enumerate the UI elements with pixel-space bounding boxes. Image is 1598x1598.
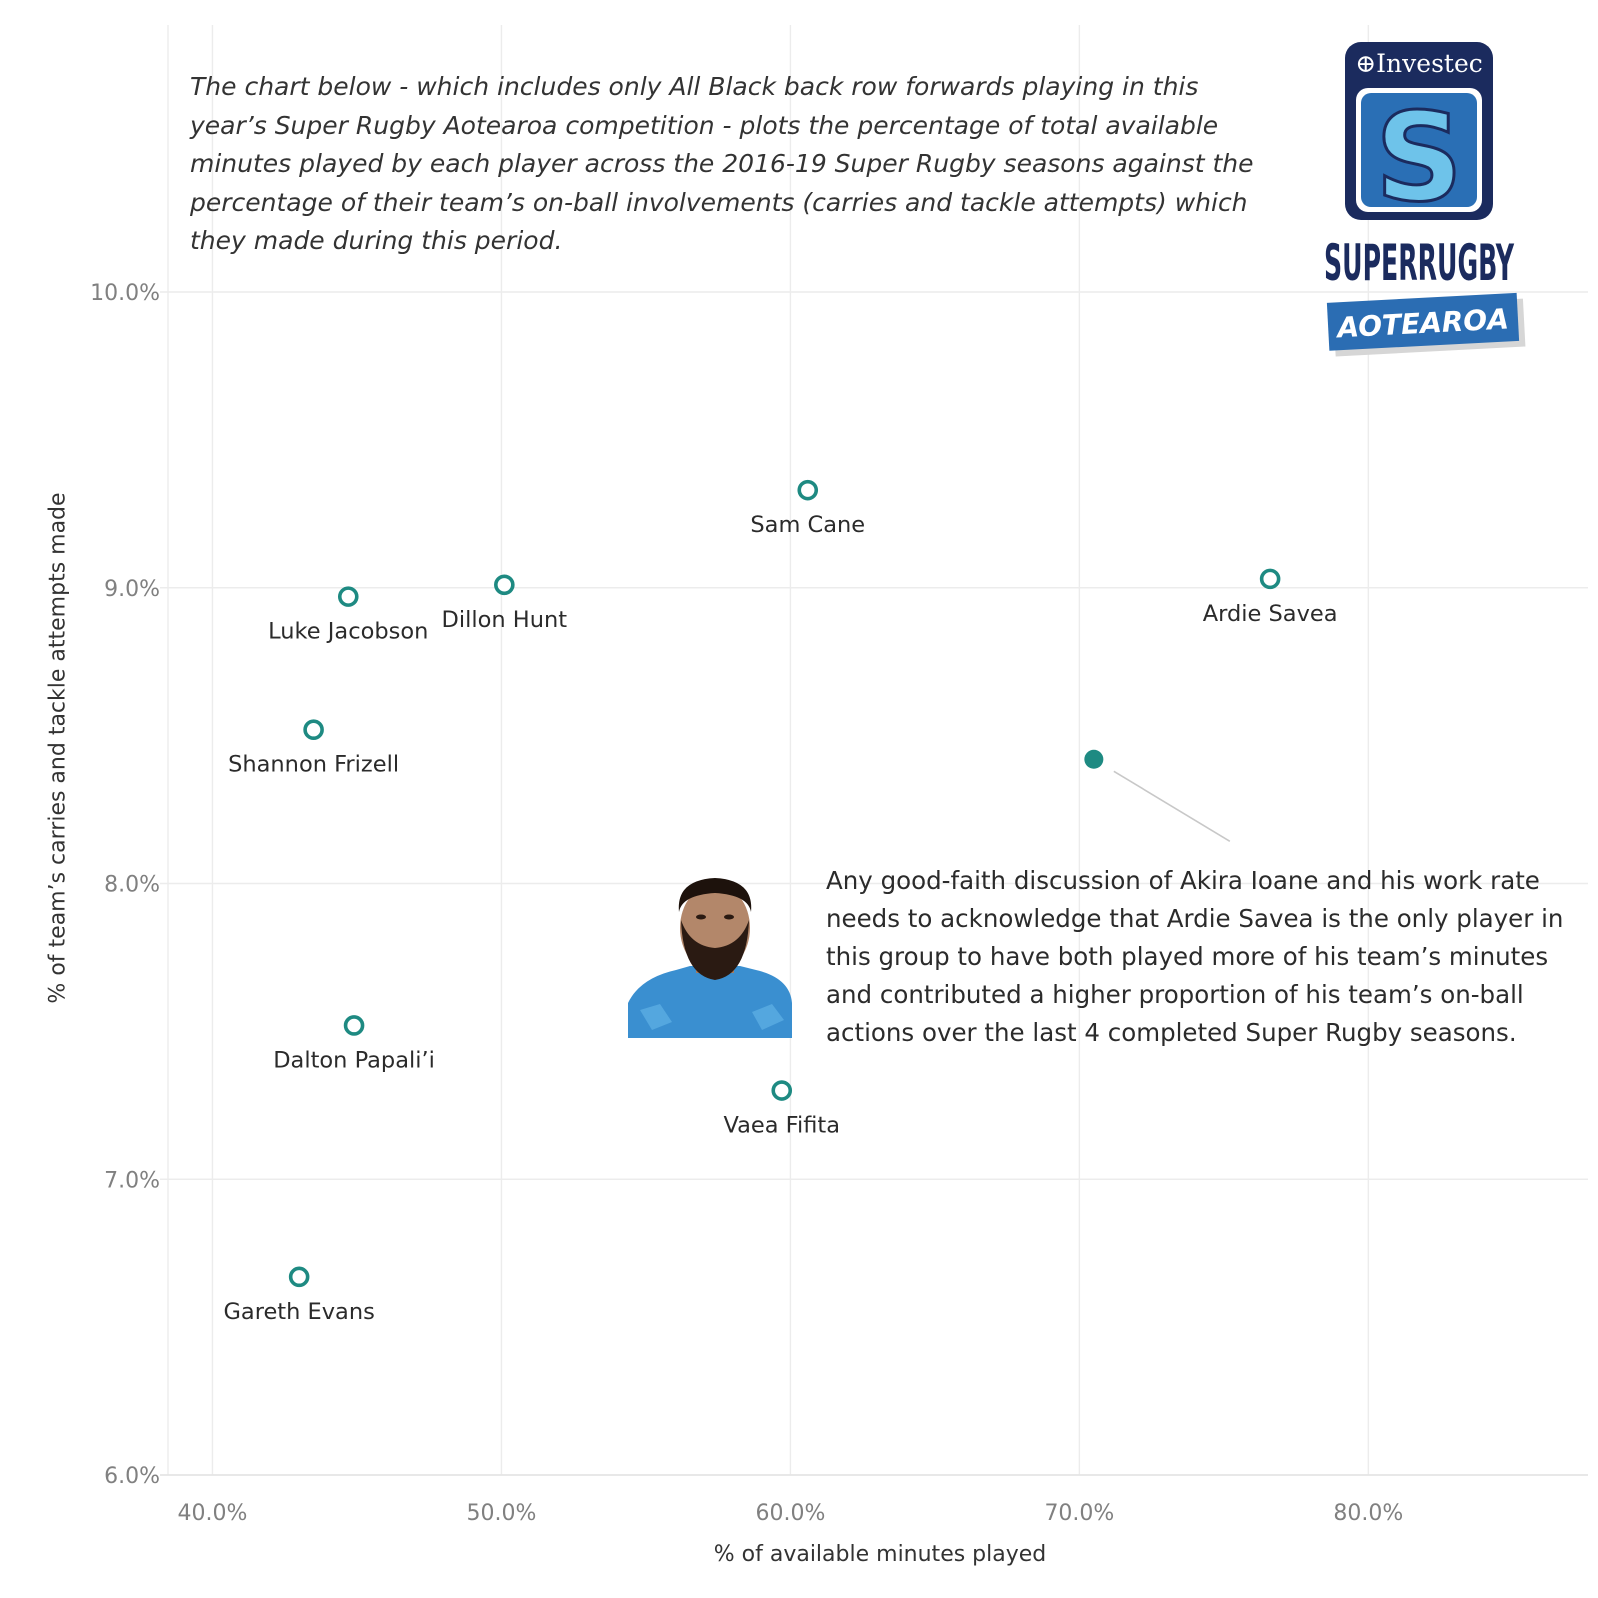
x-tick-label: 70.0% xyxy=(1044,1501,1114,1526)
annotation-text: Any good-faith discussion of Akira Ioane… xyxy=(826,866,1564,1047)
hair-shape xyxy=(678,878,752,912)
x-tick-label: 50.0% xyxy=(466,1501,536,1526)
beard-shape xyxy=(681,920,749,980)
data-point-label: Vaea Fifita xyxy=(723,1113,840,1139)
data-point-label: Shannon Frizell xyxy=(228,752,399,778)
data-points: Sam Cane Ardie Savea Dillon Hunt Luke Jacob… xyxy=(223,479,1338,1325)
x-tick-label: 80.0% xyxy=(1333,1501,1403,1526)
eye-shape xyxy=(696,914,706,920)
jersey-pattern xyxy=(640,1004,784,1030)
player-photo xyxy=(628,878,792,1038)
data-point xyxy=(337,586,359,607)
data-point xyxy=(288,1266,310,1288)
data-point xyxy=(303,719,324,741)
data-point xyxy=(494,574,515,596)
y-tick-label: 9.0% xyxy=(104,577,160,602)
data-point xyxy=(1259,568,1281,590)
y-tick-label: 10.0% xyxy=(90,281,160,306)
y-tick-label: 7.0% xyxy=(104,1168,160,1193)
logo-sponsor-text: ⊕Investec xyxy=(1355,49,1483,78)
data-point-highlighted xyxy=(1084,749,1104,769)
data-point xyxy=(343,1015,365,1036)
axis-ticks: 6.0% 7.0% 8.0% 9.0% 10.0% 40.0% 50.0% 60.0% 70.0… xyxy=(90,281,1403,1526)
data-point-label: Sam Cane xyxy=(750,512,865,538)
logo-banner: AOTEAROA xyxy=(1326,292,1526,357)
data-point xyxy=(797,479,819,501)
x-axis-label: % of available minutes played xyxy=(713,1542,1047,1567)
data-point-label: Ardie Savea xyxy=(1203,601,1338,627)
logo-brand-text: SUPERRUGBY xyxy=(1324,234,1515,292)
eye-shape xyxy=(724,914,734,920)
y-tick-label: 6.0% xyxy=(104,1464,160,1489)
y-axis-label: % of team’s carries and tackle attempts … xyxy=(45,492,71,1004)
data-point-label: Luke Jacobson xyxy=(268,619,428,645)
annotation-leader-line xyxy=(1113,770,1231,842)
data-point-label: Dillon Hunt xyxy=(442,607,568,633)
logo-banner-box xyxy=(1326,292,1520,351)
grid-lines xyxy=(160,25,1588,1476)
logo-letter: S xyxy=(1375,87,1463,229)
logo-shield-panel xyxy=(1361,93,1477,207)
data-point-label: Gareth Evans xyxy=(223,1299,374,1325)
y-tick-label: 8.0% xyxy=(104,873,160,898)
data-point-label: Dalton Papali’i xyxy=(273,1047,435,1073)
x-tick-label: 60.0% xyxy=(755,1501,825,1526)
data-point xyxy=(771,1080,793,1101)
intro-text: The chart below - which includes only Al… xyxy=(190,72,1254,255)
x-tick-label: 40.0% xyxy=(178,1501,248,1526)
